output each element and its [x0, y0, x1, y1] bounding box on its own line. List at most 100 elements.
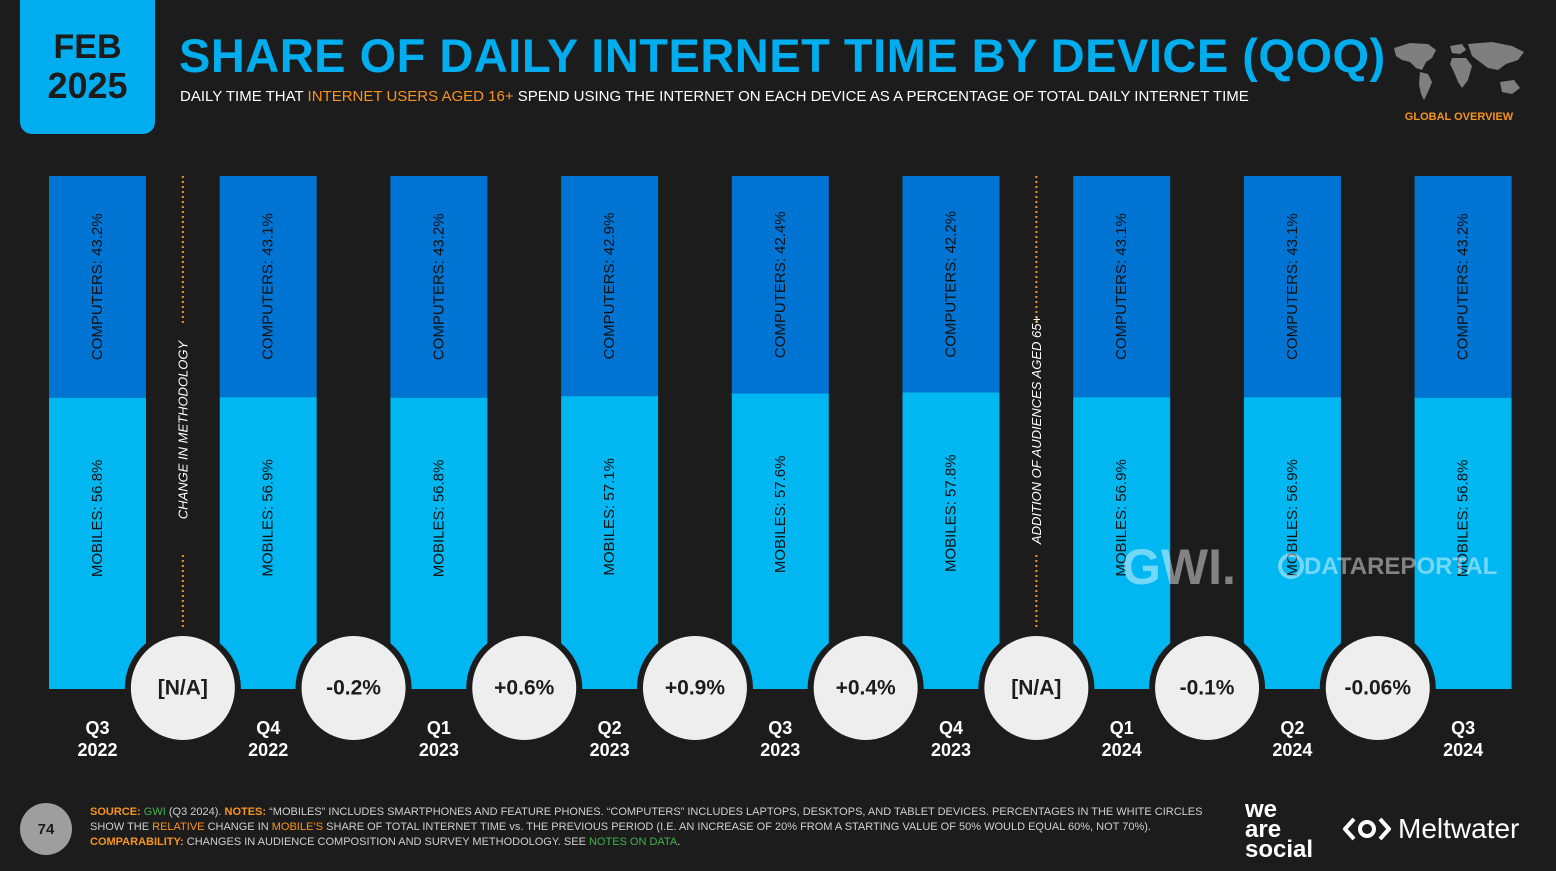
- bar-mobiles: [561, 396, 659, 689]
- change-circle: [301, 636, 406, 740]
- computers-label: COMPUTERS: 43.2%: [430, 213, 447, 360]
- datareportal-icon: [1278, 553, 1304, 579]
- mobiles-label: MOBILES: 57.1%: [601, 458, 618, 576]
- page-subtitle: DAILY TIME THAT INTERNET USERS AGED 16+ …: [180, 88, 1249, 105]
- annotation-label: CHANGE IN METHODOLOGY: [175, 339, 190, 519]
- bar-mobiles: [219, 397, 317, 689]
- mobiles-label: MOBILES: 56.8%: [1455, 460, 1472, 578]
- page-title: SHARE OF DAILY INTERNET TIME BY DEVICE (…: [179, 29, 1386, 82]
- category-label-year: 2024: [1102, 740, 1142, 760]
- brand-line-1: we: [1245, 796, 1278, 823]
- date-year: 2025: [47, 65, 128, 106]
- category-label-year: 2023: [590, 740, 630, 760]
- computers-label: COMPUTERS: 43.1%: [1113, 213, 1130, 360]
- category-label-quarter: Q3: [85, 718, 109, 738]
- computers-label: COMPUTERS: 43.1%: [1284, 213, 1301, 360]
- mobiles-label: MOBILES: 56.9%: [1113, 459, 1130, 577]
- category-label-year: 2023: [419, 740, 459, 760]
- bar-computers: [390, 176, 488, 398]
- we-are-social-logo: we are social: [1245, 796, 1314, 863]
- mobiles-label: MOBILES: 56.9%: [1284, 459, 1301, 577]
- change-value: -0.1%: [1180, 677, 1235, 700]
- category-label-year: 2023: [760, 740, 800, 760]
- source-name: GWI: [143, 806, 166, 818]
- brand-line-2: are: [1245, 816, 1282, 843]
- category-label-quarter: Q1: [1110, 718, 1134, 738]
- category-label-quarter: Q3: [768, 718, 792, 738]
- bar-mobiles: [1414, 397, 1512, 689]
- date-month: FEB: [53, 28, 122, 66]
- bar-computers: [1243, 176, 1341, 398]
- bar-mobiles: [1243, 397, 1341, 689]
- category-label-quarter: Q2: [598, 718, 622, 738]
- change-value: [N/A]: [1011, 677, 1061, 700]
- notes-on-data-link[interactable]: NOTES ON DATA: [588, 836, 678, 848]
- brand-line-3: social: [1245, 836, 1314, 863]
- category-label-quarter: Q1: [427, 718, 451, 738]
- mobiles-label: MOBILES: 56.9%: [260, 459, 277, 577]
- change-circle: [642, 636, 747, 740]
- datareportal-watermark: DATAREPORTAL: [1304, 553, 1497, 580]
- category-label-quarter: Q4: [939, 718, 963, 738]
- source-detail: (Q3 2024).: [165, 806, 225, 818]
- mobiles-label: MOBILES: 56.8%: [430, 460, 447, 578]
- meltwater-logo: Meltwater: [1342, 813, 1519, 845]
- change-value: +0.4%: [836, 677, 896, 700]
- computers-label: COMPUTERS: 43.1%: [260, 213, 277, 360]
- bar-mobiles: [49, 397, 146, 689]
- category-label-quarter: Q2: [1280, 718, 1304, 738]
- category-label-year: 2024: [1443, 740, 1483, 760]
- change-circle: [1155, 636, 1260, 740]
- computers-label: COMPUTERS: 43.2%: [89, 213, 106, 360]
- page-number: 74: [20, 803, 72, 855]
- meltwater-wordmark: Meltwater: [1398, 813, 1520, 844]
- bar-mobiles: [1073, 397, 1171, 689]
- notes-text-1: “MOBILES” INCLUDES SMARTPHONES AND FEATU…: [90, 806, 1203, 833]
- bar-computers: [1414, 176, 1512, 398]
- category-label-year: 2024: [1272, 740, 1312, 760]
- meltwater-mark-icon: [1343, 817, 1391, 841]
- footer-line-notes: SOURCE: GWI (Q3 2024). NOTES: “MOBILES” …: [90, 805, 1210, 835]
- world-map-icon: [1388, 38, 1530, 104]
- notes-relative: RELATIVE: [152, 821, 205, 833]
- bar-computers: [731, 176, 829, 394]
- change-value: -0.06%: [1344, 677, 1411, 700]
- change-circle: [813, 636, 918, 740]
- computers-label: COMPUTERS: 42.2%: [943, 211, 960, 358]
- bar-computers: [902, 176, 1000, 393]
- comparability-end: .: [677, 836, 681, 848]
- change-value: -0.2%: [326, 677, 381, 700]
- subtitle-post: SPEND USING THE INTERNET ON EACH DEVICE …: [513, 88, 1249, 105]
- change-value: +0.9%: [665, 677, 725, 700]
- computers-label: COMPUTERS: 42.4%: [772, 211, 789, 358]
- comparability-label: COMPARABILITY:: [90, 836, 184, 848]
- bar-mobiles: [902, 392, 1000, 689]
- mobiles-label: MOBILES: 56.8%: [89, 460, 106, 578]
- bar-mobiles: [390, 397, 488, 689]
- bar-computers: [49, 176, 146, 398]
- change-circle: [130, 636, 235, 740]
- subtitle-pre: DAILY TIME THAT: [180, 88, 308, 105]
- bar-mobiles: [731, 393, 829, 689]
- category-label-year: 2023: [931, 740, 971, 760]
- annotation-label: ADDITION OF AUDIENCES AGED 65+: [1029, 316, 1044, 546]
- mobiles-label: MOBILES: 57.8%: [943, 454, 960, 572]
- stacked-bar-chart: COMPUTERS: 43.2%MOBILES: 56.8%Q32022COMP…: [49, 176, 1512, 760]
- notes-label: NOTES:: [224, 806, 267, 818]
- notes-text-3: SHARE OF TOTAL INTERNET TIME vs. THE PRE…: [323, 821, 1151, 833]
- subtitle-highlight: INTERNET USERS AGED 16+: [307, 88, 514, 105]
- computers-label: COMPUTERS: 42.9%: [601, 213, 618, 360]
- source-label: SOURCE:: [90, 806, 141, 818]
- bar-computers: [219, 176, 317, 398]
- global-overview-label: GLOBAL OVERVIEW: [1404, 111, 1514, 123]
- change-value: [N/A]: [158, 677, 208, 700]
- comparability-text: CHANGES IN AUDIENCE COMPOSITION AND SURV…: [183, 836, 589, 848]
- category-label-quarter: Q4: [256, 718, 280, 738]
- footer-line-comparability: COMPARABILITY: CHANGES IN AUDIENCE COMPO…: [90, 835, 1210, 850]
- change-circle: [984, 636, 1089, 740]
- notes-mobiles: MOBILE’S: [271, 821, 324, 833]
- change-circle: [1325, 636, 1430, 740]
- bar-computers: [561, 176, 659, 397]
- category-label-year: 2022: [77, 740, 117, 760]
- date-badge: FEB 2025: [20, 0, 155, 134]
